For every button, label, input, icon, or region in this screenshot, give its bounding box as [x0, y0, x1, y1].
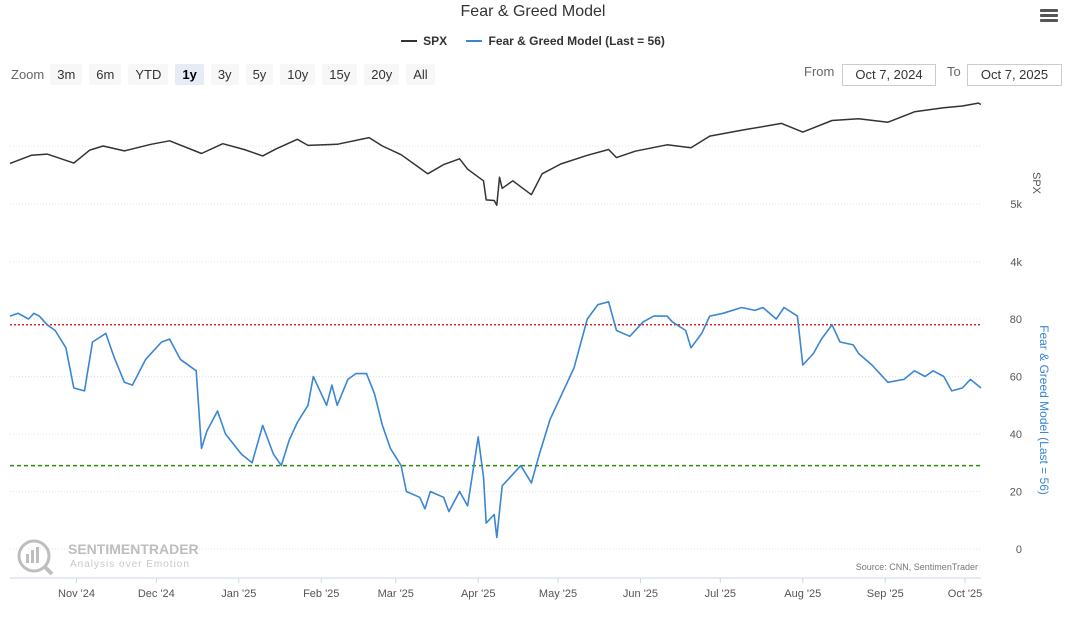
zoom-label: Zoom: [11, 67, 45, 82]
spx-tick-label: 4k: [1010, 257, 1022, 269]
zoom-button-1y[interactable]: 1y: [175, 64, 204, 85]
range-from-label: From: [804, 64, 835, 79]
zoom-button-10y[interactable]: 10y: [280, 64, 316, 85]
zoom-button-ytd[interactable]: YTD: [128, 64, 169, 85]
fear-greed-axis-title: Fear & Greed Model (Last = 56): [1037, 325, 1051, 495]
source-credit: Source: CNN, SentimenTrader: [856, 562, 978, 572]
fear-greed-tick-label: 20: [1010, 487, 1022, 499]
x-tick-label: Jul '25: [705, 588, 736, 600]
zoom-button-6m[interactable]: 6m: [89, 64, 122, 85]
legend-swatch-fear-greed: [466, 40, 483, 42]
range-to-input[interactable]: Oct 7, 2025: [967, 64, 1062, 86]
x-tick-label: Feb '25: [303, 588, 339, 600]
menu-bar-icon: [1040, 19, 1058, 22]
menu-bar-icon: [1040, 9, 1058, 12]
zoom-button-5y[interactable]: 5y: [245, 64, 274, 85]
zoom-button-3y[interactable]: 3y: [210, 64, 239, 85]
x-tick-label: Apr '25: [461, 588, 496, 600]
x-tick-label: Sep '25: [867, 588, 904, 600]
chart-legend: SPX Fear & Greed Model (Last = 56): [0, 31, 1066, 48]
zoom-button-15y[interactable]: 15y: [322, 64, 358, 85]
zoom-button-all[interactable]: All: [406, 64, 435, 85]
x-tick-label: Mar '25: [378, 588, 414, 600]
legend-item-fear-greed[interactable]: Fear & Greed Model (Last = 56): [466, 34, 665, 48]
legend-swatch-spx: [401, 40, 418, 42]
legend-item-spx[interactable]: SPX: [401, 34, 447, 48]
chart-title: Fear & Greed Model: [460, 3, 606, 20]
zoom-button-20y[interactable]: 20y: [364, 64, 400, 85]
fear-greed-tick-label: 60: [1010, 372, 1022, 384]
x-tick-label: May '25: [539, 588, 577, 600]
x-tick-label: Jan '25: [221, 588, 256, 600]
spx-tick-label: 5k: [1010, 199, 1022, 211]
fear-greed-tick-label: 40: [1010, 429, 1022, 441]
spx-series-line: [9, 102, 982, 206]
x-tick-label: Nov '24: [58, 588, 95, 600]
zoom-controls: Zoom 3m 6m YTD 1y 3y 5y 10y 15y 20y All: [11, 64, 442, 85]
menu-bar-icon: [1040, 14, 1058, 17]
x-tick-label: Dec '24: [138, 588, 175, 600]
x-tick-label: Aug '25: [784, 588, 821, 600]
svg-text:Analysis over Emotion: Analysis over Emotion: [70, 559, 190, 570]
spx-axis-title: SPX: [1030, 172, 1042, 195]
zoom-button-3m[interactable]: 3m: [50, 64, 83, 85]
fear-greed-series-line: [9, 301, 982, 539]
range-to-label: To: [947, 64, 961, 79]
x-tick-label: Jun '25: [623, 588, 658, 600]
chart-menu-button[interactable]: [1040, 9, 1058, 25]
fear-greed-tick-label: 80: [1010, 314, 1022, 326]
legend-label-spx: SPX: [423, 34, 448, 48]
range-from-input[interactable]: Oct 7, 2024: [842, 64, 936, 86]
watermark-logo: SENTIMENTRADER Analysis over Emotion: [17, 539, 199, 576]
x-tick-label: Oct '25: [948, 588, 983, 600]
legend-label-fear-greed: Fear & Greed Model (Last = 56): [488, 34, 665, 48]
svg-text:SENTIMENTRADER: SENTIMENTRADER: [68, 541, 199, 557]
fear-greed-tick-label: 0: [1016, 544, 1022, 556]
